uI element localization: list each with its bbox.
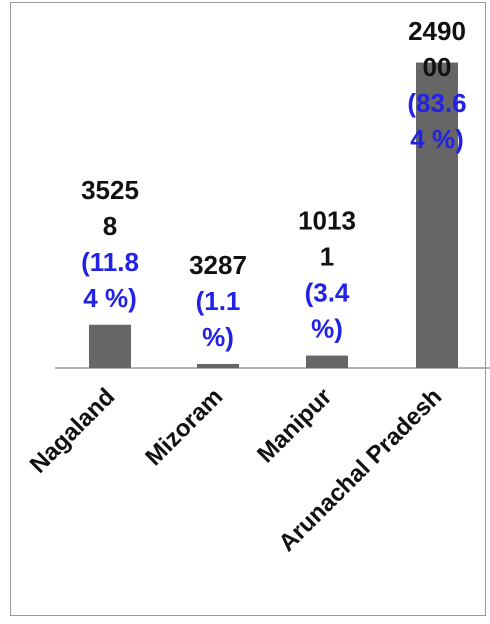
value-label-0-1: 8 [103,211,117,241]
value-label-3-1: 00 [423,52,452,82]
percent-label-1-1: (1.1 [196,286,241,316]
value-label-2-1: 1 [320,242,334,272]
percent-label-3-3: 4 %) [410,124,463,154]
category-label-nagaland: Nagaland [25,383,120,478]
value-label-0-0: 3525 [81,175,139,205]
value-label-2-0: 1013 [298,206,356,236]
category-label-mizoram: Mizoram [140,383,228,471]
percent-label-3-2: (83.6 [407,88,466,118]
percent-label-2-2: (3.4 [305,278,350,308]
bar-manipur [306,355,348,368]
bar-nagaland [89,324,131,368]
percent-label-0-2: (11.8 [81,247,139,277]
percent-label-0-3: 4 %) [83,283,136,313]
bar-arunachal-pradesh [416,62,458,369]
value-label-3-0: 2490 [408,16,466,46]
percent-label-1-2: %) [202,322,234,352]
chart-frame [10,2,486,616]
bar-mizoram [197,363,239,368]
category-label-manipur: Manipur [252,383,337,468]
value-label-1-0: 3287 [189,250,247,280]
percent-label-2-3: %) [311,314,343,344]
